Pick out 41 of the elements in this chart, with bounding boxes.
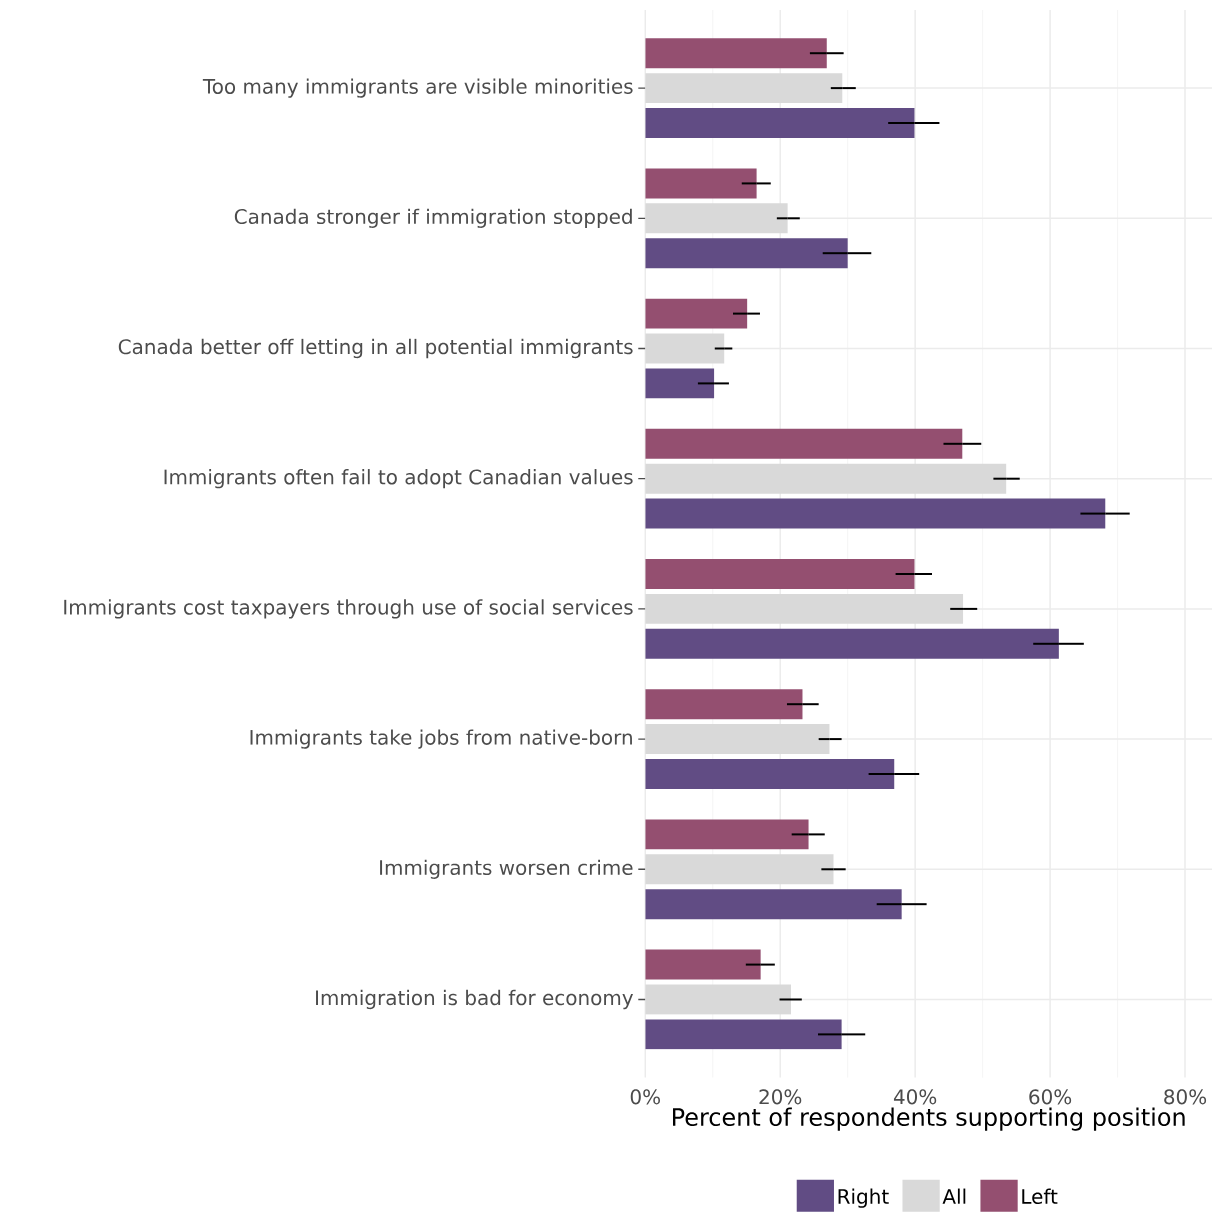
x-tick-label: 80% bbox=[1164, 1089, 1207, 1105]
x-axis-title: Percent of respondents supporting position bbox=[673, 1107, 1185, 1131]
bar bbox=[645, 168, 757, 199]
bar bbox=[645, 758, 895, 789]
y-tick-label: Immigration is bad for economy bbox=[316, 989, 634, 1009]
y-tick-label: Too many immigrants are visible minorities bbox=[202, 78, 633, 98]
x-tick-label: 40% bbox=[893, 1089, 937, 1105]
bar bbox=[645, 854, 834, 885]
bar bbox=[645, 428, 963, 459]
bar bbox=[645, 107, 915, 138]
legend-label: Right bbox=[838, 1188, 889, 1208]
bar bbox=[645, 689, 803, 720]
bar bbox=[645, 819, 809, 850]
y-tick-label: Immigrants often fail to adopt Canadian values bbox=[164, 468, 633, 489]
bar bbox=[645, 1019, 842, 1050]
y-tick-label: Immigrants worsen crime bbox=[380, 859, 633, 879]
bar bbox=[645, 593, 964, 624]
bar bbox=[645, 723, 830, 754]
bar bbox=[645, 333, 725, 364]
y-tick-label: Canada stronger if immigration stopped bbox=[234, 208, 632, 228]
bar bbox=[645, 628, 1059, 659]
y-tick-label: Immigrants take jobs from native-born bbox=[250, 729, 632, 749]
bar bbox=[645, 889, 902, 920]
bar bbox=[645, 463, 1007, 494]
y-tick-label: Immigrants cost taxpayers through use of social services bbox=[64, 599, 633, 619]
bar bbox=[645, 368, 715, 399]
x-tick-label: 60% bbox=[1029, 1089, 1072, 1105]
bar bbox=[645, 238, 848, 269]
bar bbox=[645, 498, 1106, 529]
bar bbox=[645, 949, 761, 980]
bar bbox=[645, 38, 827, 69]
bar bbox=[645, 984, 792, 1015]
bar bbox=[645, 558, 915, 589]
y-tick-label: Canada better off letting in all potential immigrants bbox=[118, 338, 633, 359]
x-tick-label: 0% bbox=[630, 1089, 660, 1105]
bar bbox=[645, 72, 843, 103]
x-tick-label: 20% bbox=[759, 1089, 802, 1105]
bar bbox=[645, 203, 788, 234]
legend-label: All bbox=[942, 1188, 966, 1204]
bar bbox=[645, 298, 748, 329]
legend-label: Left bbox=[1022, 1188, 1058, 1204]
